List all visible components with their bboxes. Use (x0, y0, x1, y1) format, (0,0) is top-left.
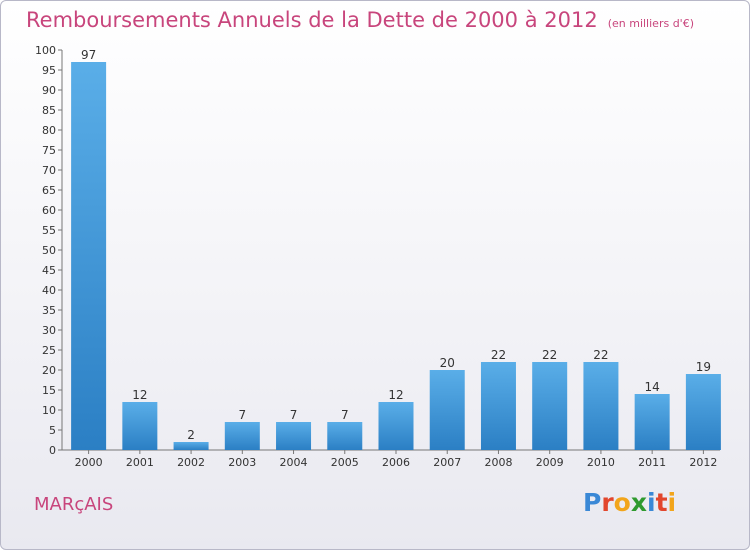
y-tick-label: 90 (42, 84, 56, 97)
y-tick-label: 40 (42, 284, 56, 297)
x-tick-label-2009: 2009 (536, 456, 564, 469)
x-tick-label-2011: 2011 (638, 456, 666, 469)
x-tick-label-2010: 2010 (587, 456, 615, 469)
x-tick-label-2002: 2002 (177, 456, 205, 469)
logo-letter: i (667, 488, 677, 517)
proxiti-logo: Proxiti (583, 488, 676, 517)
logo-letter: t (655, 488, 668, 517)
bar-2004 (276, 422, 312, 450)
bar-2005 (327, 422, 363, 450)
x-tick-label-2005: 2005 (331, 456, 359, 469)
y-tick-label: 15 (42, 384, 56, 397)
logo-letter: x (630, 488, 647, 517)
x-tick-label-2004: 2004 (280, 456, 308, 469)
x-tick-label-2000: 2000 (75, 456, 103, 469)
chart-unit: (en milliers d'€) (607, 17, 694, 30)
data-label-2006: 12 (388, 388, 403, 402)
y-tick-label: 45 (42, 264, 56, 277)
bar-2008 (480, 362, 516, 450)
x-tick-label-2001: 2001 (126, 456, 154, 469)
data-label-2004: 7 (290, 408, 298, 422)
y-tick-label: 80 (42, 124, 56, 137)
y-tick-label: 25 (42, 344, 56, 357)
bar-2001 (122, 402, 158, 450)
y-tick-label: 85 (42, 104, 56, 117)
y-tick-label: 100 (35, 44, 56, 57)
x-tick-label-2007: 2007 (433, 456, 461, 469)
data-label-2007: 20 (440, 356, 455, 370)
chart-data-labels: 97 12 2 7 7 7 12 20 22 22 22 14 19 (81, 48, 711, 442)
x-tick-label-2012: 2012 (689, 456, 717, 469)
y-tick-label: 55 (42, 224, 56, 237)
data-label-2005: 7 (341, 408, 349, 422)
data-label-2010: 22 (593, 348, 608, 362)
x-tick-label-2006: 2006 (382, 456, 410, 469)
logo-letter: P (583, 488, 602, 517)
chart-title: Remboursements Annuels de la Dette de 20… (26, 8, 694, 32)
bar-2000 (71, 62, 107, 450)
data-label-2001: 12 (132, 388, 147, 402)
y-tick-label: 5 (49, 424, 56, 437)
data-label-2002: 2 (187, 428, 195, 442)
y-tick-label: 75 (42, 144, 56, 157)
y-tick-label: 50 (42, 244, 56, 257)
chart-axes: 0 5 10 15 20 25 30 35 40 45 50 55 60 65 70 75 80 85 90 95 10… (35, 44, 720, 469)
chart-bars (71, 62, 721, 450)
chart-title-text: Remboursements Annuels de la Dette de 20… (26, 8, 598, 32)
y-tick-label: 10 (42, 404, 56, 417)
data-label-2009: 22 (542, 348, 557, 362)
y-tick-label: 95 (42, 64, 56, 77)
bar-2007 (429, 370, 465, 450)
y-tick-label: 65 (42, 184, 56, 197)
bar-2006 (378, 402, 414, 450)
y-tick-label: 30 (42, 324, 56, 337)
logo-letter: o (613, 488, 631, 517)
bar-2002 (173, 442, 209, 450)
y-tick-label: 0 (49, 444, 56, 457)
x-tick-label-2003: 2003 (228, 456, 256, 469)
data-label-2011: 14 (645, 380, 660, 394)
y-tick-label: 70 (42, 164, 56, 177)
y-tick-label: 20 (42, 364, 56, 377)
city-name: MARçAIS (34, 494, 114, 515)
y-tick-label: 60 (42, 204, 56, 217)
y-tick-label: 35 (42, 304, 56, 317)
data-label-2008: 22 (491, 348, 506, 362)
data-label-2012: 19 (696, 360, 711, 374)
bar-2009 (532, 362, 568, 450)
data-label-2003: 7 (238, 408, 246, 422)
logo-letter: r (601, 488, 614, 517)
x-tick-label-2008: 2008 (484, 456, 512, 469)
bar-2003 (224, 422, 260, 450)
data-label-2000: 97 (81, 48, 96, 62)
bar-2011 (634, 394, 670, 450)
bar-2012 (685, 374, 721, 450)
bar-2010 (583, 362, 619, 450)
logo-letter: i (647, 488, 656, 517)
